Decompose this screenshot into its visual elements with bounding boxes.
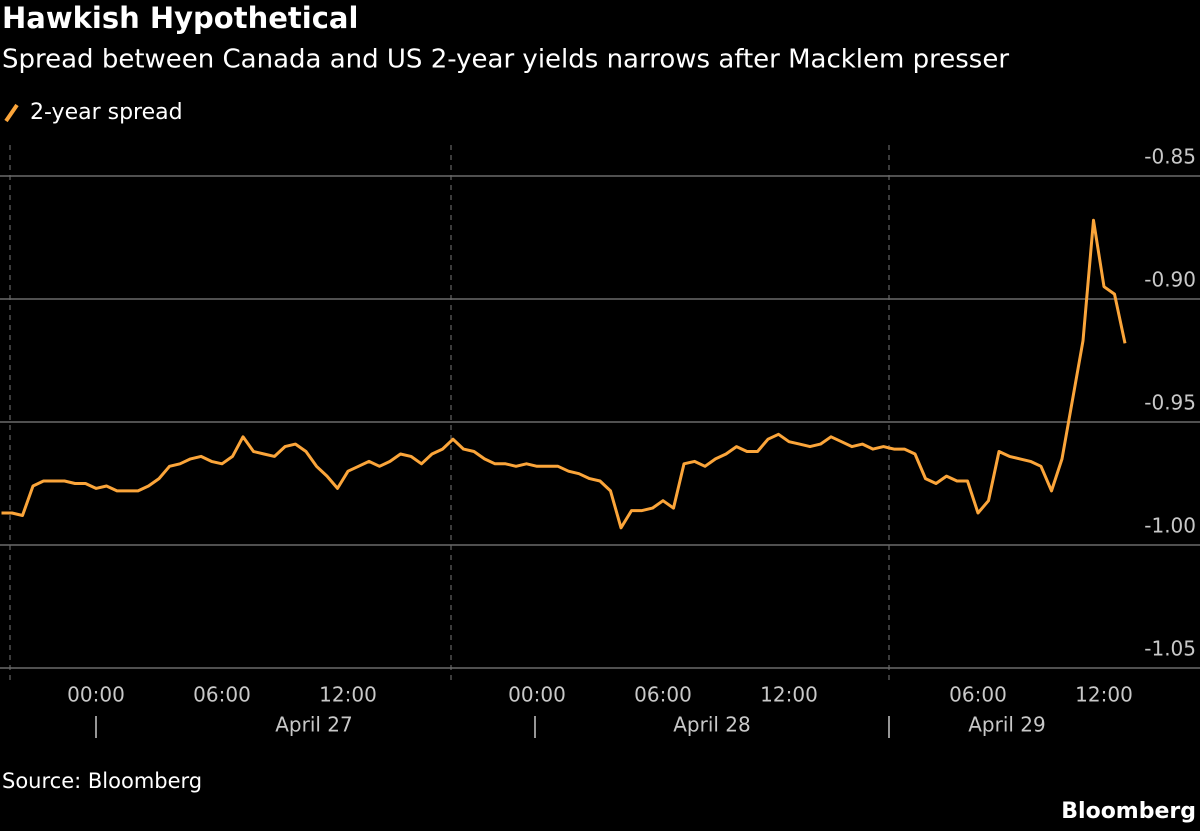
chart-subtitle: Spread between Canada and US 2-year yiel… [2, 45, 1009, 75]
x-tick-label: 06:00 [949, 683, 1007, 707]
x-tick-label: 06:00 [634, 683, 692, 707]
day-separators [95, 716, 890, 738]
source-note: Source: Bloomberg [2, 769, 202, 793]
legend-swatch [4, 103, 19, 123]
y-tick-label: -0.85 [1144, 145, 1196, 169]
day-dividers [9, 145, 890, 680]
day-label: April 29 [968, 713, 1046, 737]
x-tick-label: 00:00 [67, 683, 125, 707]
day-label: April 28 [673, 713, 751, 737]
brand-logo: Bloomberg [1061, 799, 1196, 824]
legend-label: 2-year spread [30, 100, 183, 125]
x-tick-label: 12:00 [760, 683, 818, 707]
y-tick-label: -1.00 [1144, 514, 1196, 538]
y-tick-label: -1.05 [1144, 637, 1196, 661]
chart-title: Hawkish Hypothetical [2, 1, 358, 35]
y-tick-label: -0.95 [1144, 391, 1196, 415]
x-tick-label: 12:00 [1075, 683, 1133, 707]
y-tick-label: -0.90 [1144, 268, 1196, 292]
day-label: April 27 [275, 713, 353, 737]
data-line [1, 218, 1127, 530]
x-tick-label: 00:00 [508, 683, 566, 707]
x-tick-label: 12:00 [319, 683, 377, 707]
x-tick-label: 06:00 [193, 683, 251, 707]
